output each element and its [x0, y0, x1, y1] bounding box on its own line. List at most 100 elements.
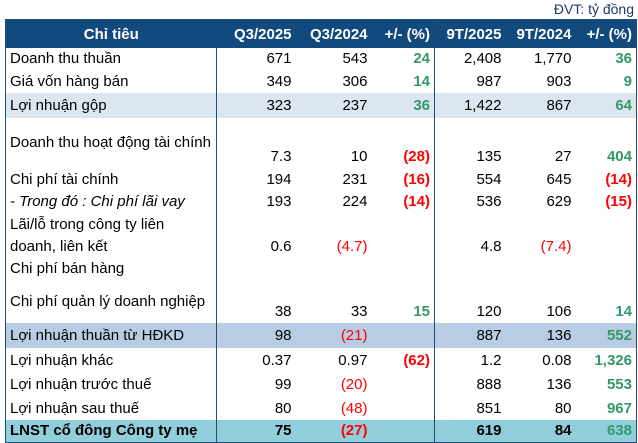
table-row: LNST cổ đông Công ty mẹ 75 (27) 619 84 638 — [5, 420, 637, 443]
cell-ytd-2024: (7.4) — [540, 238, 572, 255]
cell-ytd-2025 — [435, 258, 506, 280]
cell-q3-2025: 7.3 — [270, 148, 292, 165]
cell-q3-2024: 10 — [350, 148, 368, 165]
cell-ytd-2025: 2,408 — [463, 50, 502, 67]
table-row: Lợi nhuận gộp 323 237 36 1,422 867 64 — [5, 93, 637, 118]
cell-ytd-change: 36 — [615, 50, 632, 67]
row-label: Lợi nhuận khác — [5, 348, 217, 373]
column-header: 9T/2024 — [505, 19, 576, 48]
cell-ytd-change: 553 — [606, 376, 632, 393]
row-label: LNST cổ đông Công ty mẹ — [5, 420, 217, 443]
cell-q-change — [371, 397, 435, 420]
cell-ytd-change: 404 — [606, 148, 632, 165]
table-row: Doanh thu thuần 671 543 24 2,408 1,770 36 — [5, 48, 637, 70]
cell-q3-2025: 80 — [274, 399, 292, 417]
column-header: Q3/2025 — [216, 19, 296, 48]
row-label: Chi phí bán hàng — [5, 258, 217, 280]
cell-ytd-2024: 27 — [554, 148, 572, 165]
cell-q-change: 14 — [371, 70, 435, 93]
cell-ytd-2025: 4.8 — [480, 238, 502, 255]
cell-q3-2025: 99 — [274, 376, 292, 393]
cell-q3-2024: (20) — [340, 376, 368, 393]
cell-ytd-2025: 120 — [476, 303, 502, 320]
cell-ytd-2024: 80 — [554, 399, 572, 417]
cell-q3-2025: 349 — [266, 72, 292, 90]
cell-ytd-2024: 0.08 — [542, 351, 572, 369]
cell-ytd-change: 64 — [575, 93, 637, 118]
cell-q3-2024: (27) — [295, 420, 372, 443]
cell-q3-2024: (21) — [295, 323, 372, 348]
cell-q-change: 15 — [371, 280, 435, 323]
row-label: Lợi nhuận thuần từ HĐKD — [5, 323, 217, 348]
table-row: Lãi/lỗ trong công ty liên doanh, liên kế… — [5, 213, 637, 258]
cell-ytd-2025: 1.2 — [480, 351, 502, 369]
cell-q3-2025: 0.37 — [262, 351, 292, 369]
table-row: Doanh thu hoạt động tài chính 7.3 10 (28) 13… — [5, 118, 637, 168]
cell-q-change: (14) — [371, 191, 435, 213]
cell-q3-2025 — [217, 258, 296, 280]
cell-ytd-change: 1,326 — [594, 351, 632, 369]
row-label: Giá vốn hàng bán — [5, 70, 217, 93]
cell-q3-2025: 0.6 — [270, 238, 292, 255]
cell-ytd-change: 638 — [575, 420, 637, 443]
cell-q3-2025: 193 — [266, 193, 292, 210]
table-row: Chi phí quản lý doanh nghiệp 38 33 15 120 106… — [5, 280, 637, 323]
cell-q-change: 36 — [371, 93, 435, 118]
cell-q-change — [371, 323, 435, 348]
cell-ytd-change: 552 — [575, 323, 637, 348]
row-label: Chi phí tài chính — [5, 168, 217, 191]
table-row: Lợi nhuận khác 0.37 0.97 (62) 1.2 0.08 1,326 — [5, 348, 637, 373]
table-row: - Trong đó : Chi phí lãi vay 193 224 (14) 53… — [5, 191, 637, 213]
cell-q3-2024: (4.7) — [336, 238, 368, 255]
cell-ytd-change: 9 — [623, 72, 632, 90]
column-header: 9T/2025 — [434, 19, 506, 48]
cell-ytd-2024: 106 — [546, 303, 572, 320]
cell-ytd-2024: 84 — [505, 420, 576, 443]
table-row: Lợi nhuận sau thuế 80 (48) 851 80 967 — [5, 397, 637, 420]
table-row: Chi phí bán hàng — [5, 258, 637, 280]
row-label: Lợi nhuận trước thuế — [5, 373, 217, 397]
cell-q3-2024: 231 — [342, 170, 368, 188]
cell-q3-2025: 75 — [216, 420, 296, 443]
row-label: Doanh thu thuần — [5, 48, 217, 70]
cell-q-change: (28) — [371, 118, 435, 168]
row-label: Lãi/lỗ trong công ty liên doanh, liên kế… — [5, 213, 217, 258]
cell-ytd-2025: 888 — [476, 376, 502, 393]
cell-q-change: (62) — [371, 348, 435, 373]
row-label: Lợi nhuận gộp — [5, 93, 217, 118]
cell-q3-2025: 323 — [216, 93, 296, 118]
cell-q3-2025: 194 — [266, 170, 292, 188]
cell-ytd-change — [576, 258, 637, 280]
cell-q3-2024 — [296, 258, 372, 280]
cell-ytd-2025: 619 — [434, 420, 506, 443]
cell-q3-2025: 671 — [266, 50, 292, 67]
cell-ytd-2024: 629 — [546, 193, 572, 210]
cell-ytd-2025: 1,422 — [434, 93, 506, 118]
column-header: Q3/2024 — [295, 19, 372, 48]
cell-ytd-2025: 135 — [476, 148, 502, 165]
cell-ytd-change: 967 — [606, 399, 632, 417]
cell-ytd-2025: 536 — [476, 193, 502, 210]
cell-ytd-2025: 851 — [476, 399, 502, 417]
cell-q3-2024: 306 — [342, 72, 368, 90]
cell-ytd-change: (15) — [605, 193, 632, 210]
table-row: Lợi nhuận trước thuế 99 (20) 888 136 553 — [5, 373, 637, 397]
cell-ytd-2024 — [506, 258, 576, 280]
cell-q3-2024: (48) — [340, 399, 368, 417]
cell-ytd-2024: 867 — [505, 93, 576, 118]
header-row: Chỉ tiêu Q3/2025 Q3/2024 +/- (%) 9T/2025 9T/2… — [5, 19, 637, 48]
cell-ytd-2024: 903 — [546, 72, 572, 90]
cell-q3-2025: 38 — [274, 303, 292, 320]
cell-ytd-2024: 136 — [546, 376, 572, 393]
column-header: Chỉ tiêu — [5, 19, 217, 48]
cell-q3-2024: 543 — [342, 50, 368, 67]
cell-ytd-2025: 987 — [476, 72, 502, 90]
cell-q3-2024: 0.97 — [338, 351, 368, 369]
cell-ytd-2025: 887 — [434, 323, 506, 348]
financial-table: Chỉ tiêu Q3/2025 Q3/2024 +/- (%) 9T/2025 9T/2… — [5, 19, 637, 443]
cell-q3-2024: 237 — [295, 93, 372, 118]
cell-q3-2024: 224 — [342, 193, 368, 210]
table-row: Chi phí tài chính 194 231 (16) 554 645 (14) — [5, 168, 637, 191]
cell-ytd-change: 14 — [615, 303, 632, 320]
cell-q-change: 24 — [371, 48, 435, 70]
